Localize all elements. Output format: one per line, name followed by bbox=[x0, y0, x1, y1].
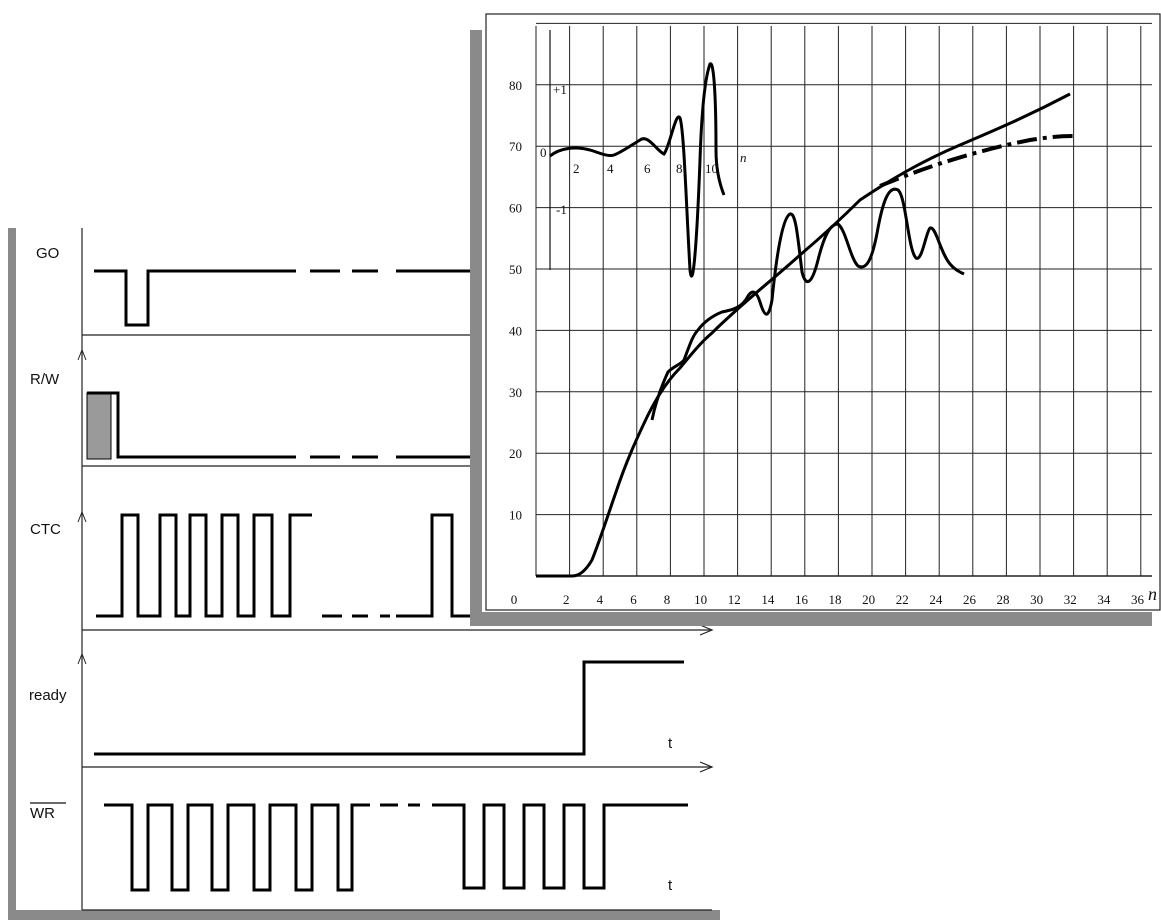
timing-diagram-panel: GO R/W CTC ready WR t t bbox=[8, 228, 720, 920]
x-tick-label: 22 bbox=[896, 592, 909, 607]
inset-curve bbox=[549, 62, 726, 278]
x-tick-label: 16 bbox=[795, 592, 809, 607]
x-tick-labels: 0 2 4 6 8 10 12 14 16 18 20 22 24 26 28 30 32 34 36 bbox=[511, 592, 1145, 607]
waveform-go bbox=[94, 269, 470, 327]
timing-shadow-bottom bbox=[8, 910, 720, 920]
inset-x-tick: 8 bbox=[676, 161, 683, 176]
timing-shadow-left bbox=[8, 228, 16, 914]
y-tick-label: 60 bbox=[509, 201, 522, 216]
graph-shadow-bottom bbox=[470, 612, 1152, 626]
y-tick-labels: 10 20 30 40 50 60 70 80 bbox=[509, 78, 522, 523]
up-arrow-icon bbox=[77, 348, 87, 361]
x-tick-label: 2 bbox=[563, 592, 570, 607]
waveform-wr bbox=[104, 803, 688, 892]
inset-x-tick: 6 bbox=[644, 161, 651, 176]
inset-x-tick: 4 bbox=[607, 161, 614, 176]
signal-label-go: GO bbox=[36, 245, 59, 262]
x-axis-label: n bbox=[1148, 584, 1157, 604]
x-tick-label: 4 bbox=[597, 592, 604, 607]
waveform-ctc bbox=[96, 513, 470, 618]
inset-y-tick: 0 bbox=[540, 145, 547, 160]
signal-label-rw: R/W bbox=[30, 371, 60, 388]
y-tick-label: 20 bbox=[509, 446, 522, 461]
x-tick-label: 10 bbox=[694, 592, 707, 607]
graph-grid bbox=[535, 22, 1152, 577]
x-tick-label: 14 bbox=[761, 592, 775, 607]
up-arrow-icon bbox=[77, 510, 87, 523]
x-tick-label: 30 bbox=[1030, 592, 1043, 607]
graph-panel: 0 2 4 6 8 10 12 14 16 18 20 22 24 26 28 30 32 34 36 102030… bbox=[470, 13, 1161, 626]
rw-hatched-region bbox=[86, 392, 112, 460]
time-axis-label: t bbox=[668, 735, 673, 752]
oscillating-curve bbox=[650, 187, 965, 421]
x-tick-label: 24 bbox=[929, 592, 943, 607]
graph-background bbox=[485, 13, 1161, 611]
waveform-ready bbox=[94, 660, 684, 756]
graph-shadow-left bbox=[470, 30, 482, 626]
time-arrow-icon bbox=[699, 624, 714, 636]
x-tick-label: 36 bbox=[1131, 592, 1145, 607]
y-tick-label: 30 bbox=[509, 385, 522, 400]
main-curve-solid bbox=[536, 92, 1071, 578]
x-tick-label: 32 bbox=[1064, 592, 1077, 607]
x-tick-label: 12 bbox=[728, 592, 741, 607]
inset-x-tick: 10 bbox=[705, 161, 718, 176]
time-axis-label: t bbox=[668, 877, 673, 894]
x-tick-label: 34 bbox=[1097, 592, 1111, 607]
inset-y-tick: -1 bbox=[556, 202, 567, 217]
up-arrow-icon bbox=[77, 652, 87, 665]
inset-plot: +1 0 -1 2 4 6 8 10 n bbox=[540, 30, 747, 278]
signal-label-ctc: CTC bbox=[30, 521, 61, 538]
inset-x-tick: 2 bbox=[573, 161, 580, 176]
signal-label-ready: ready bbox=[29, 687, 67, 704]
y-tick-label: 80 bbox=[509, 78, 522, 93]
y-tick-label: 40 bbox=[509, 323, 522, 338]
waveform-rw bbox=[86, 391, 470, 460]
y-tick-label: 10 bbox=[509, 508, 522, 523]
x-tick-label: 28 bbox=[997, 592, 1010, 607]
time-arrow-icon bbox=[699, 761, 714, 773]
y-tick-label: 70 bbox=[509, 139, 522, 154]
main-curve-dashed bbox=[879, 134, 1075, 188]
x-tick-label: 6 bbox=[630, 592, 637, 607]
x-tick-label: 26 bbox=[963, 592, 977, 607]
x-tick-label: 0 bbox=[511, 592, 518, 607]
signal-label-wr: WR bbox=[30, 805, 55, 822]
x-tick-label: 20 bbox=[862, 592, 875, 607]
inset-y-tick: +1 bbox=[553, 82, 567, 97]
y-tick-label: 50 bbox=[509, 262, 522, 277]
x-tick-label: 18 bbox=[829, 592, 842, 607]
inset-x-axis-label: n bbox=[740, 150, 747, 165]
x-tick-label: 8 bbox=[664, 592, 671, 607]
